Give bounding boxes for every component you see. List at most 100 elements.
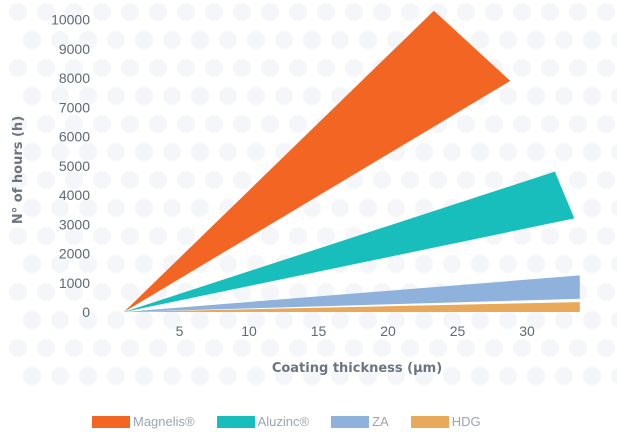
y-tick-label: 1000 xyxy=(59,275,90,291)
background-dot xyxy=(415,367,433,385)
background-dot xyxy=(135,87,153,105)
background-dot xyxy=(107,31,125,49)
background-dot xyxy=(289,339,307,357)
background-dot xyxy=(289,227,307,245)
y-axis-label: N° of hours (h) xyxy=(11,116,26,224)
background-dot xyxy=(9,115,27,133)
background-dot xyxy=(499,31,517,49)
background-dot xyxy=(219,143,237,161)
legend-label: Aluzinc® xyxy=(257,414,310,429)
y-tick-label: 3000 xyxy=(59,216,90,232)
background-dot xyxy=(317,3,335,21)
x-tick-label: 5 xyxy=(176,323,184,339)
background-dot xyxy=(345,3,363,21)
background-dot xyxy=(93,171,111,189)
background-dot xyxy=(527,255,545,273)
background-dot xyxy=(177,171,195,189)
background-dot xyxy=(401,3,419,21)
background-dot xyxy=(37,283,55,301)
legend-swatch xyxy=(410,415,449,428)
background-dot xyxy=(443,255,461,273)
background-dot xyxy=(65,339,83,357)
background-dot xyxy=(107,367,125,385)
background-dot xyxy=(247,311,265,329)
y-tick-labels: 0 1000 2000 3000 4000 5000 6000 7000 8000 9000 100… xyxy=(51,12,90,321)
background-dot xyxy=(233,339,251,357)
background-dot xyxy=(37,115,55,133)
background-dot xyxy=(205,115,223,133)
background-dot xyxy=(401,171,419,189)
background-dot xyxy=(569,171,587,189)
background-dot xyxy=(261,59,279,77)
background-dot xyxy=(23,87,41,105)
background-dot xyxy=(359,199,377,217)
background-dot xyxy=(415,143,433,161)
background-dot xyxy=(569,227,587,245)
background-dot xyxy=(583,143,601,161)
background-dot xyxy=(135,199,153,217)
background-dot xyxy=(177,115,195,133)
background-dot xyxy=(331,31,349,49)
background-dot xyxy=(37,3,55,21)
background-dot xyxy=(345,339,363,357)
background-dot xyxy=(205,3,223,21)
background-dot xyxy=(443,367,461,385)
background-dot xyxy=(555,311,573,329)
background-dot xyxy=(205,339,223,357)
background-dot xyxy=(471,311,489,329)
background-dot xyxy=(65,3,83,21)
background-dot xyxy=(583,199,601,217)
background-dot xyxy=(37,171,55,189)
legend-swatch xyxy=(216,415,255,428)
background-dot xyxy=(247,31,265,49)
background-dot xyxy=(457,3,475,21)
background-dot xyxy=(471,31,489,49)
background-dot xyxy=(9,171,27,189)
background-dot xyxy=(163,87,181,105)
background-dot xyxy=(163,311,181,329)
background-dot xyxy=(569,115,587,133)
background-dot xyxy=(499,87,517,105)
background-dot xyxy=(191,367,209,385)
background-dot xyxy=(79,87,97,105)
background-dot xyxy=(79,143,97,161)
background-dot xyxy=(9,3,27,21)
background-dot xyxy=(317,339,335,357)
background-dot xyxy=(149,171,167,189)
background-dot xyxy=(317,59,335,77)
background-dot xyxy=(121,3,139,21)
background-dot xyxy=(135,255,153,273)
background-dot xyxy=(583,31,601,49)
background-dot xyxy=(555,87,573,105)
legend-item: HDG xyxy=(410,414,481,429)
background-dot xyxy=(555,367,573,385)
background-dot xyxy=(261,339,279,357)
background-dot xyxy=(177,339,195,357)
background-dot xyxy=(149,339,167,357)
background-dot xyxy=(583,255,601,273)
background-dot xyxy=(9,227,27,245)
background-dot xyxy=(51,199,69,217)
background-dot xyxy=(233,115,251,133)
series-area-2 xyxy=(123,275,580,312)
background-dot xyxy=(23,31,41,49)
background-dot xyxy=(247,87,265,105)
background-dot xyxy=(541,339,559,357)
background-dot xyxy=(135,143,153,161)
background-dot xyxy=(93,339,111,357)
background-dot xyxy=(359,367,377,385)
background-dot xyxy=(93,59,111,77)
x-axis-label: Coating thickness (µm) xyxy=(272,361,442,376)
background-dot xyxy=(163,367,181,385)
legend-label: HDG xyxy=(451,414,481,429)
background-dot xyxy=(331,367,349,385)
background-dot xyxy=(149,115,167,133)
background-dot xyxy=(401,339,419,357)
background-dot xyxy=(107,199,125,217)
background-dot xyxy=(261,115,279,133)
background-dot xyxy=(611,31,617,49)
background-dot xyxy=(527,143,545,161)
background-dot xyxy=(303,87,321,105)
background-dot xyxy=(51,255,69,273)
